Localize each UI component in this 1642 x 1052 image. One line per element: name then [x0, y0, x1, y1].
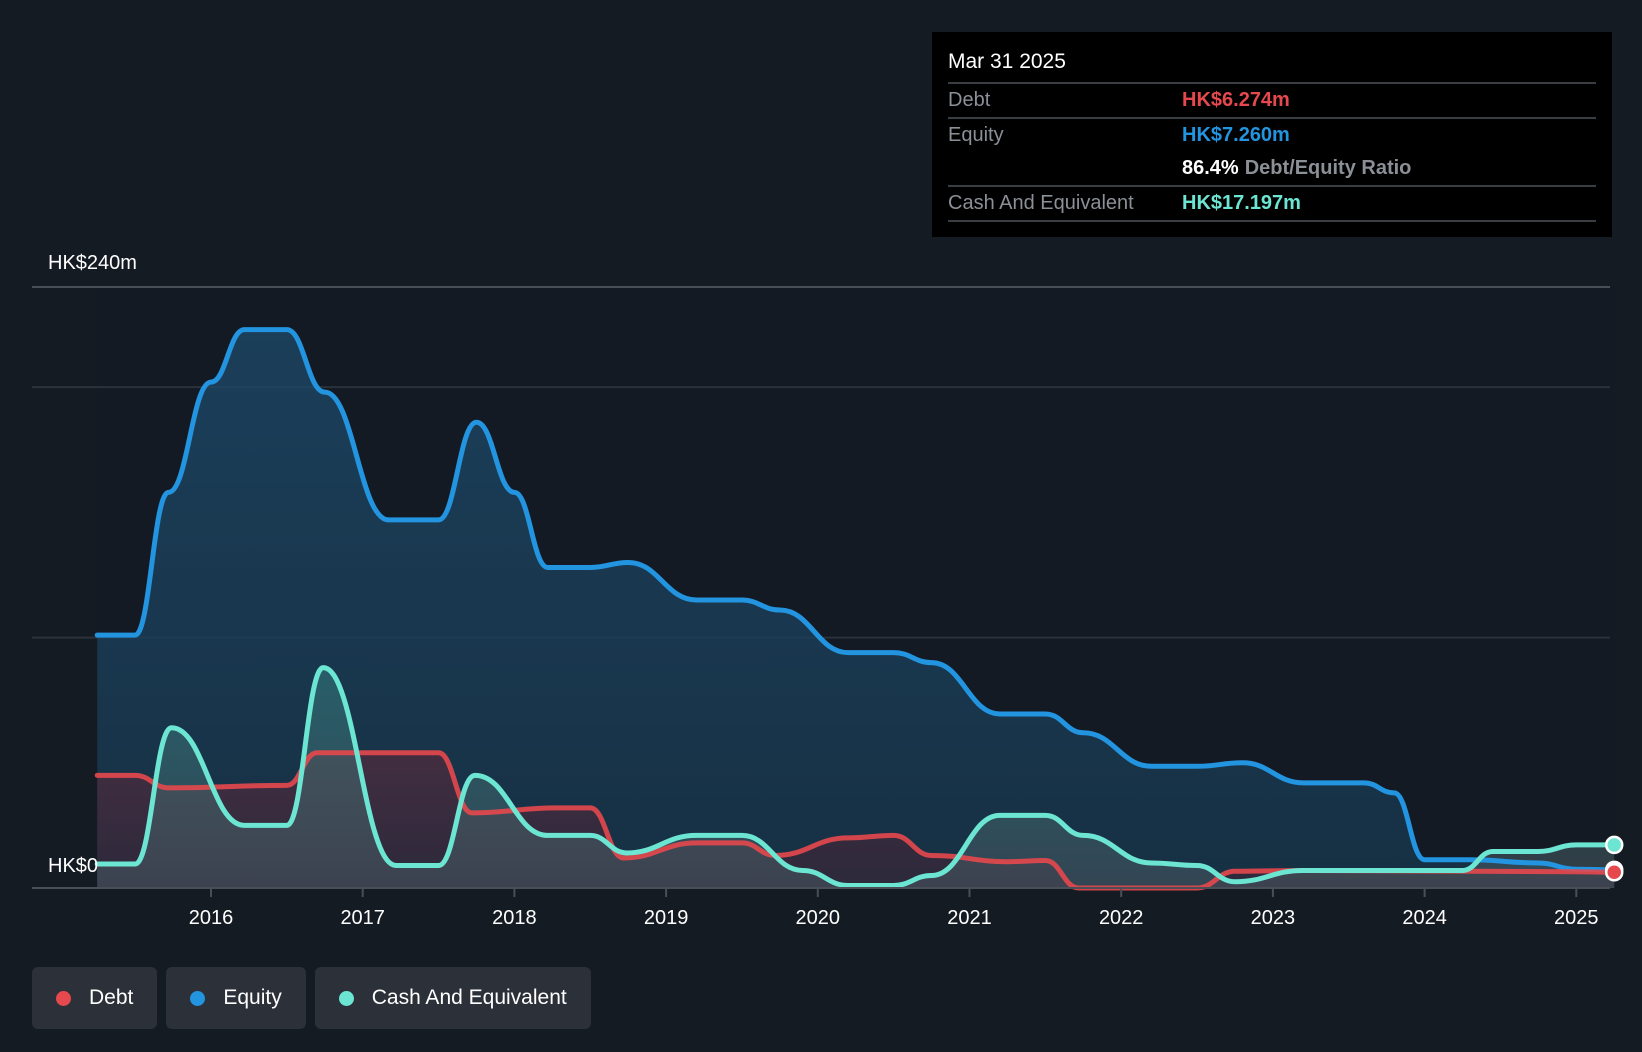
tooltip-ratio-value: 86.4%: [1182, 157, 1239, 179]
tooltip-ratio-label: Debt/Equity Ratio: [1244, 157, 1412, 179]
x-tick-label: 2021: [947, 907, 992, 929]
x-tick-label: 2025: [1554, 907, 1599, 929]
tooltip-label-equity: Equity: [948, 124, 1004, 146]
series-areas: [97, 329, 1615, 889]
cash-and-equivalent-line: [94, 665, 1617, 888]
tooltip-row-equity: Equity HK$7.260m: [948, 119, 1596, 152]
tooltip-label-cash: Cash And Equivalent: [948, 192, 1134, 214]
x-tick-label: 2016: [189, 907, 234, 929]
legend-item-cash[interactable]: Cash And Equivalent: [314, 967, 591, 1029]
plot-left-margin: [32, 287, 96, 888]
legend-label-equity: Equity: [223, 986, 282, 1009]
x-axis: 2016 2017 2018 2019 2020 2021 2022 2023 2024 2025: [32, 887, 1610, 929]
tooltip: Mar 31 2025 Debt HK$6.274m Equity HK$7.2…: [932, 32, 1612, 237]
equity-area: [97, 329, 1615, 889]
tooltip-label-spacer: [948, 152, 1182, 185]
equity-dot-icon: [190, 990, 206, 1006]
hover-markers: [1604, 835, 1624, 882]
legend: Debt Equity Cash And Equivalent: [32, 967, 591, 1029]
x-tick-label: 2020: [796, 907, 841, 929]
legend-label-cash: Cash And Equivalent: [371, 986, 567, 1009]
x-tick-label: 2017: [340, 907, 385, 929]
x-tick-label: 2018: [492, 907, 537, 929]
x-tick-label: 2024: [1402, 907, 1447, 929]
tooltip-row-ratio: 86.4% Debt/Equity Ratio: [948, 152, 1596, 187]
y-axis: HK$240m HK$0: [48, 252, 137, 877]
debt-dot-icon: [56, 990, 71, 1006]
cash-and-equivalent-area: [97, 667, 1615, 888]
legend-item-equity[interactable]: Equity: [166, 967, 306, 1029]
tooltip-row-debt: Debt HK$6.274m: [948, 84, 1596, 119]
x-tick-label: 2022: [1099, 907, 1144, 929]
tooltip-value-cash: HK$17.197m: [1182, 192, 1301, 214]
x-tick-label: 2023: [1251, 907, 1296, 929]
tooltip-label-debt: Debt: [948, 89, 991, 111]
tooltip-row-cash: Cash And Equivalent HK$17.197m: [948, 187, 1596, 222]
series-lines: [94, 327, 1617, 891]
y-label-max: HK$240m: [48, 252, 137, 274]
y-label-zero: HK$0: [48, 855, 98, 877]
legend-item-debt[interactable]: Debt: [32, 967, 158, 1029]
cash-and-equivalent-hover-point: [1604, 835, 1624, 855]
x-tick-label: 2019: [644, 907, 689, 929]
equity-line: [94, 327, 1617, 873]
legend-label-debt: Debt: [89, 986, 134, 1009]
debt-hover-point: [1604, 863, 1624, 882]
tooltip-value-debt: HK$6.274m: [1182, 89, 1290, 111]
tooltip-date: Mar 31 2025: [948, 46, 1596, 84]
cash-dot-icon: [338, 990, 354, 1006]
tooltip-value-equity: HK$7.260m: [1182, 124, 1290, 146]
